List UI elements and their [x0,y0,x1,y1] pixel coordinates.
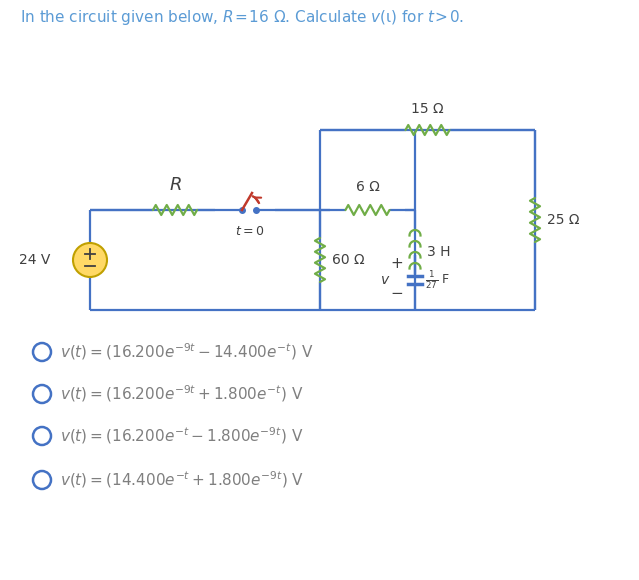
Text: −: − [390,287,403,302]
Text: $v(\mathit{t}) = (16.200e^{-9t} - 14.400e^{-t})$ V: $v(\mathit{t}) = (16.200e^{-9t} - 14.400… [60,342,314,362]
Text: $v(\mathit{t}) = (16.200e^{-9t} + 1.800e^{-t})$ V: $v(\mathit{t}) = (16.200e^{-9t} + 1.800e… [60,383,304,404]
Circle shape [73,243,107,277]
Text: $v(\mathit{t}) = (14.400e^{-t} + 1.800e^{-9t})$ V: $v(\mathit{t}) = (14.400e^{-t} + 1.800e^… [60,470,304,490]
Text: 15 Ω: 15 Ω [411,102,444,116]
Text: $v(\mathit{t}) = (16.200e^{-t} - 1.800e^{-9t})$ V: $v(\mathit{t}) = (16.200e^{-t} - 1.800e^… [60,426,304,447]
Text: $t=0$: $t=0$ [235,225,265,238]
Text: $\frac{1}{27}$ F: $\frac{1}{27}$ F [425,269,450,291]
Text: $R$: $R$ [169,176,181,194]
Text: 60 Ω: 60 Ω [332,253,365,267]
Text: +: + [390,256,403,271]
Text: 24 V: 24 V [19,253,50,267]
Text: 25 Ω: 25 Ω [547,213,580,227]
Text: 6 Ω: 6 Ω [355,180,380,194]
Text: In the circuit given below, $R$ = 16 Ω. Calculate $v$(ι) for $t$ > 0.: In the circuit given below, $R$ = 16 Ω. … [20,8,464,27]
Text: $v$: $v$ [380,273,390,287]
Text: 3 H: 3 H [427,245,450,259]
